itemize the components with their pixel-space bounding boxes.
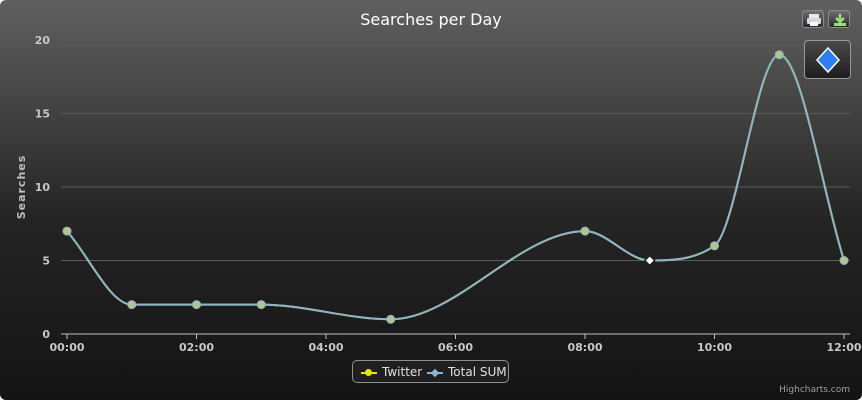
printer-icon: [807, 14, 821, 26]
y-tick-label: 15: [35, 108, 50, 121]
diamond-marker-icon: [430, 368, 440, 378]
data-point[interactable]: [256, 300, 266, 310]
legend-line-twitter: [361, 369, 377, 376]
x-tick-label: 10:00: [697, 341, 732, 354]
data-point[interactable]: [580, 226, 590, 236]
data-point[interactable]: [62, 226, 72, 236]
export-button[interactable]: [828, 10, 850, 28]
x-tick-label: 12:00: [826, 341, 861, 354]
range-selector-diamond[interactable]: [804, 40, 851, 79]
data-point[interactable]: [386, 314, 396, 324]
legend: Twitter Total SUM: [352, 360, 509, 383]
print-button[interactable]: [802, 10, 824, 28]
x-tick-label: 08:00: [567, 341, 602, 354]
x-tick-label: 02:00: [179, 341, 214, 354]
data-point[interactable]: [839, 256, 849, 265]
y-axis-label: Searches: [15, 155, 28, 220]
x-tick-label: 04:00: [308, 341, 343, 354]
series-line-total-sum: [66, 53, 845, 321]
y-tick-label: 0: [42, 328, 50, 341]
data-point[interactable]: [192, 300, 201, 310]
circle-marker-icon: [365, 369, 372, 376]
data-point[interactable]: [774, 50, 784, 60]
y-tick-label: 5: [42, 255, 50, 268]
legend-label-twitter: Twitter: [382, 365, 423, 379]
credits-link[interactable]: Highcharts.com: [779, 385, 850, 395]
download-icon: [834, 14, 846, 26]
y-tick-label: 20: [35, 34, 51, 47]
y-tick-label: 10: [35, 181, 51, 194]
chart-title: Searches per Day: [360, 10, 502, 29]
diamond-icon: [815, 46, 841, 74]
legend-label-total-sum: Total SUM: [448, 365, 507, 379]
legend-line-total-sum: [427, 368, 443, 378]
data-point-highlighted[interactable]: [643, 254, 656, 267]
data-point[interactable]: [127, 300, 137, 310]
data-point[interactable]: [710, 241, 719, 251]
x-tick-label: 06:00: [438, 341, 473, 354]
x-tick-label: 00:00: [49, 341, 84, 354]
